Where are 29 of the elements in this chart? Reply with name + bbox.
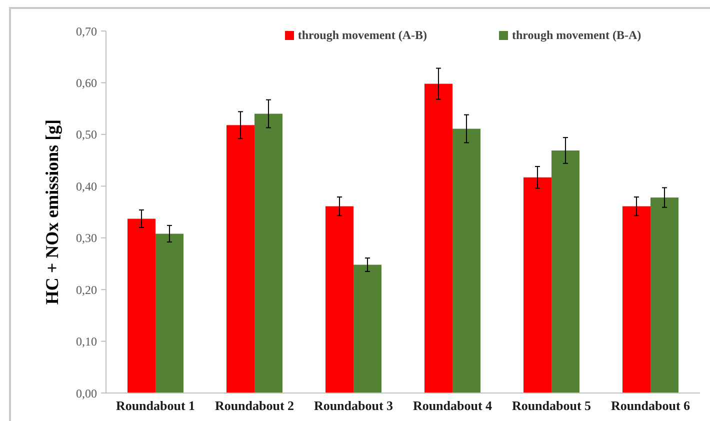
legend-label: through movement (B-A)	[512, 28, 642, 42]
bar	[551, 150, 580, 393]
bar	[523, 177, 552, 393]
y-tick-label: 0,20	[76, 282, 97, 297]
x-tick-label: Roundabout 1	[116, 398, 196, 414]
y-tick-label: 0,50	[76, 128, 97, 142]
y-tick-label: 0,60	[76, 76, 97, 90]
bar	[424, 84, 452, 393]
bar	[452, 128, 480, 393]
x-tick-label: Roundabout 6	[610, 398, 691, 414]
x-tick-label: Roundabout 3	[314, 398, 394, 414]
y-tick-label: 0,30	[76, 231, 97, 246]
bar	[622, 206, 650, 393]
x-tick-label: Roundabout 2	[214, 398, 294, 414]
bar	[155, 234, 184, 393]
bar	[353, 264, 382, 393]
bar	[127, 218, 156, 393]
bar	[226, 125, 254, 393]
y-tick-label: 0,10	[76, 334, 97, 349]
y-axis-title: HC + NOx emissions [g]	[42, 119, 62, 305]
y-tick-label: 0,70	[76, 24, 97, 38]
legend-label: through movement (A-B)	[298, 28, 427, 42]
bar	[325, 206, 354, 393]
bar	[650, 198, 678, 393]
x-tick-label: Roundabout 5	[512, 398, 592, 414]
y-tick-label: 0,40	[76, 179, 97, 194]
y-tick-label: 0,00	[76, 386, 97, 400]
x-tick-label: Roundabout 4	[412, 398, 493, 414]
bar	[254, 114, 282, 393]
